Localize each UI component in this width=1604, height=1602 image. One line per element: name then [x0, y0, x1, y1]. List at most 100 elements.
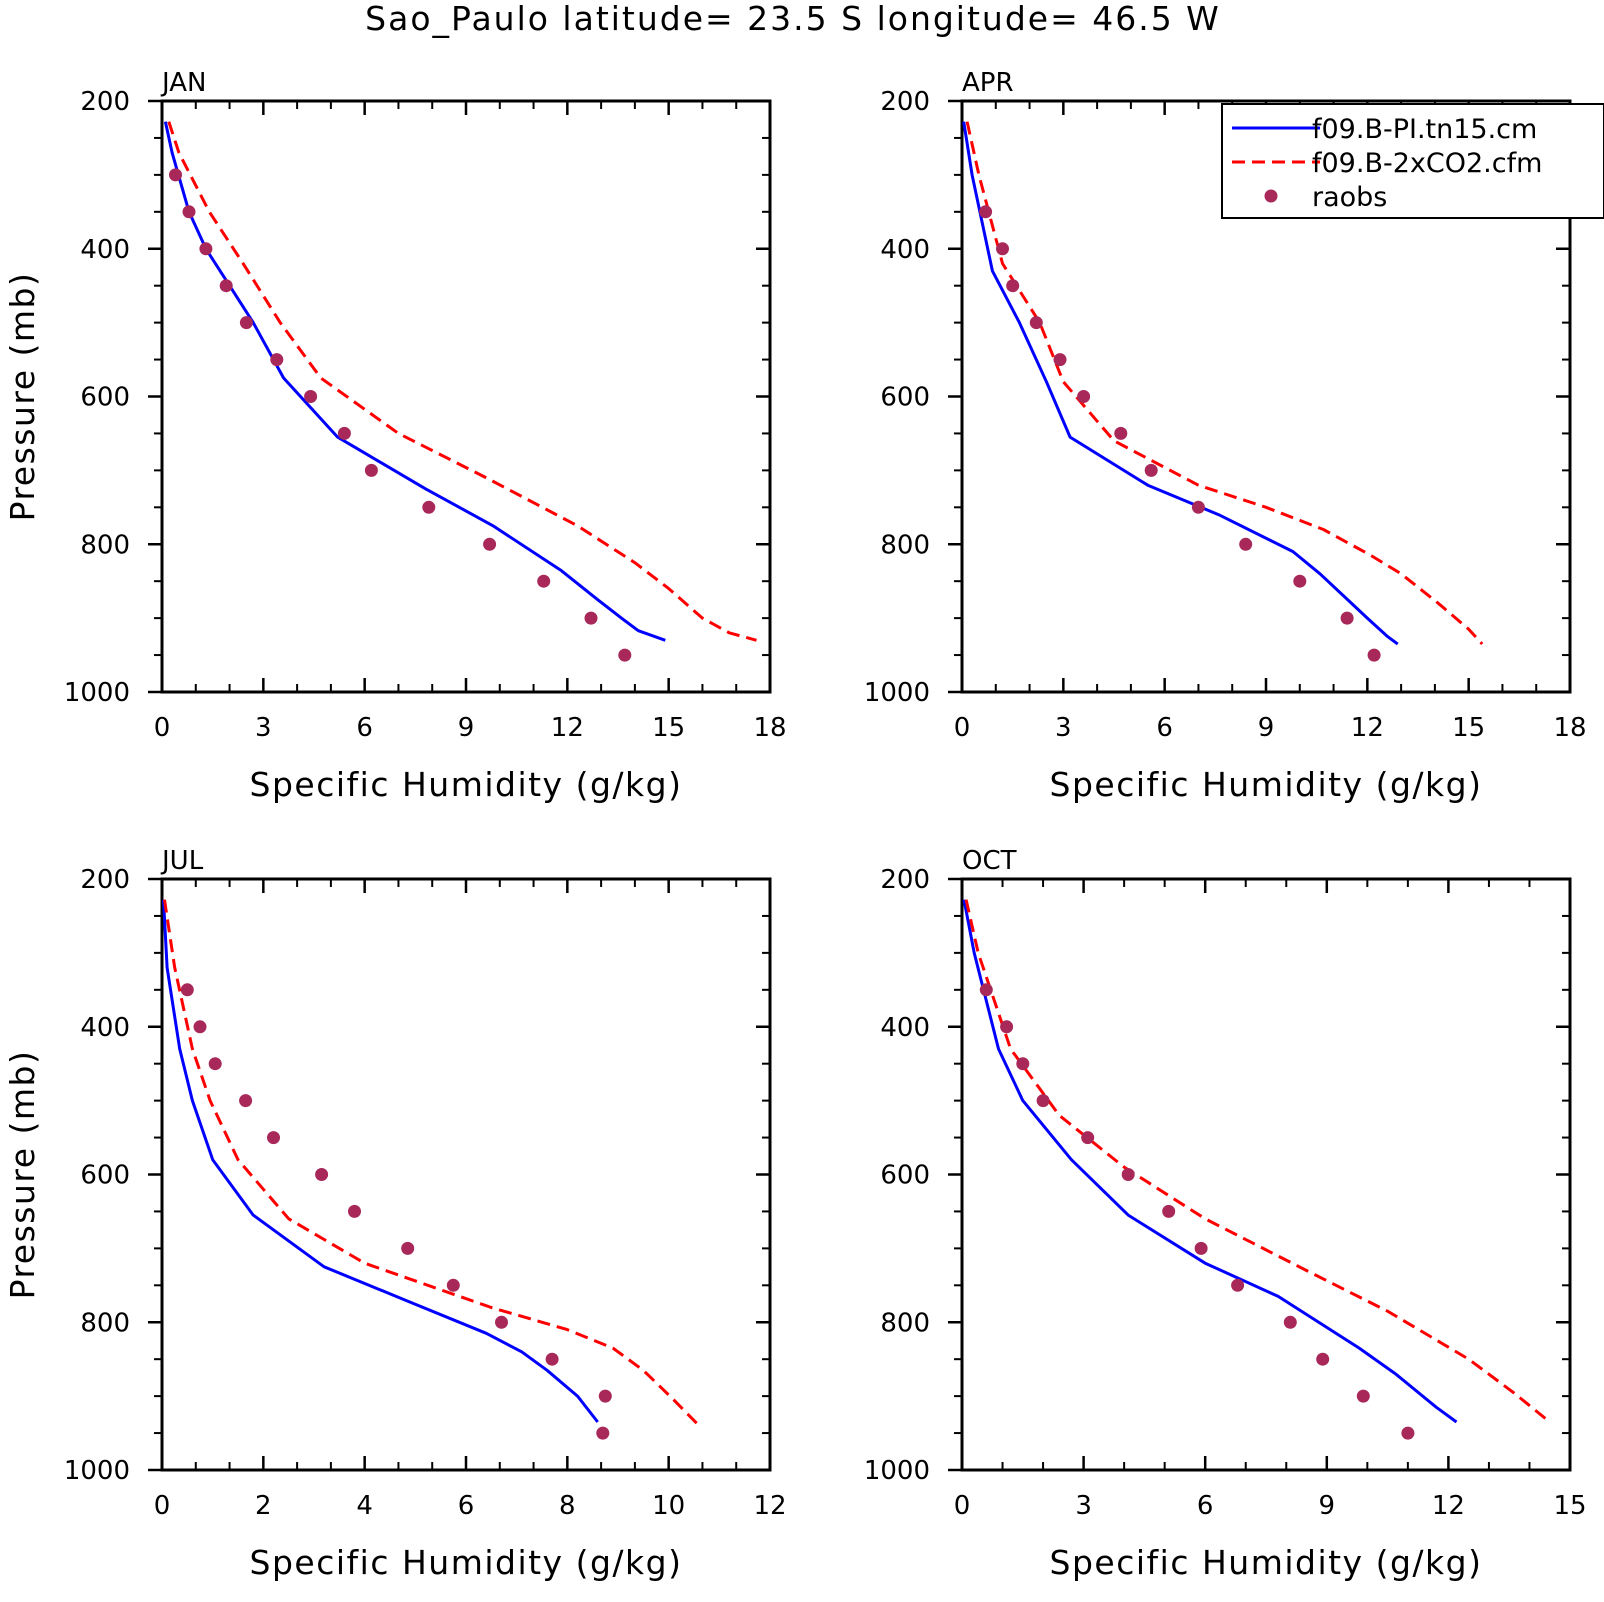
raobs-point: [1367, 648, 1381, 662]
chart-panel-apr: APR 0 3 6 9 12 15 18 200 400 600 800 1000 Specific Hu…: [864, 68, 1587, 804]
x-tick-label: 6: [458, 1491, 475, 1521]
x-axis-label: Specific Humidity (g/kg): [250, 765, 683, 804]
x-axis-label: Specific Humidity (g/kg): [1050, 1543, 1483, 1582]
x-tick-label: 12: [551, 713, 584, 743]
raobs-point: [1036, 1094, 1050, 1108]
x-tick-label: 3: [255, 713, 272, 743]
x-tick-label: 15: [1553, 1491, 1586, 1521]
raobs-point: [1231, 1278, 1245, 1292]
x-tick-label: 12: [1351, 713, 1384, 743]
x-tick-label: 8: [559, 1491, 576, 1521]
raobs-point: [483, 537, 497, 551]
raobs-point: [1144, 463, 1158, 477]
x-tick-label: 18: [1553, 713, 1586, 743]
raobs-point: [596, 1426, 610, 1440]
series-pi-line: [163, 121, 666, 642]
raobs-point: [1121, 1168, 1135, 1181]
plot-frame: [160, 877, 772, 1472]
raobs-point: [364, 463, 378, 477]
x-tick-label: 10: [652, 1491, 685, 1521]
raobs-point: [1191, 500, 1205, 514]
panel-label: OCT: [962, 846, 1017, 876]
raobs-point: [267, 1131, 280, 1145]
legend-label: f09.B-PI.tn15.cm: [1312, 114, 1537, 145]
raobs-point: [1316, 1352, 1330, 1366]
y-tick-label: 600: [80, 1161, 130, 1191]
raobs-point: [180, 983, 194, 997]
series-2xco2-line: [965, 121, 1484, 646]
x-tick-label: 2: [255, 1491, 272, 1521]
raobs-point: [1114, 426, 1128, 440]
raobs-point: [348, 1204, 361, 1218]
x-tick-label: 6: [1156, 713, 1173, 743]
y-tick-label: 400: [880, 1013, 930, 1043]
raobs-point: [446, 1278, 460, 1292]
x-tick-label: 4: [356, 1491, 373, 1521]
raobs-point: [422, 500, 436, 514]
legend-label: f09.B-2xCO2.cfm: [1312, 148, 1542, 179]
series-pi-line: [962, 899, 1458, 1424]
raobs-point: [1081, 1131, 1095, 1145]
x-tick-label: 15: [1452, 713, 1485, 743]
raobs-point: [1356, 1389, 1370, 1403]
y-tick-label: 800: [80, 530, 130, 560]
y-tick-label: 800: [80, 1308, 130, 1338]
raobs-point: [1340, 611, 1354, 625]
x-tick-label: 0: [954, 1491, 971, 1521]
panel-label: APR: [962, 68, 1014, 98]
raobs-point: [315, 1168, 329, 1181]
y-tick-label: 800: [880, 530, 930, 560]
y-tick-label: 400: [80, 235, 130, 265]
raobs-point: [219, 279, 233, 293]
x-tick-label: 9: [1319, 1491, 1336, 1521]
raobs-point: [1283, 1315, 1297, 1329]
y-tick-label: 1000: [864, 1456, 930, 1486]
y-tick-label: 200: [880, 865, 930, 895]
raobs-point: [199, 242, 213, 256]
raobs-point: [182, 205, 196, 219]
plot-frame: [960, 877, 1572, 1472]
x-tick-label: 18: [753, 713, 786, 743]
y-tick-label: 1000: [64, 1456, 130, 1486]
panel-label: JUL: [160, 846, 204, 876]
raobs-point: [1401, 1426, 1415, 1440]
raobs-point: [239, 1094, 253, 1108]
raobs-point: [1162, 1204, 1176, 1218]
raobs-point: [401, 1241, 415, 1255]
y-tick-label: 600: [880, 383, 930, 413]
raobs-point: [584, 611, 598, 625]
raobs-point: [169, 168, 182, 182]
raobs-point: [304, 390, 318, 403]
y-axis-label: Pressure (mb): [3, 272, 42, 522]
raobs-point: [337, 426, 351, 440]
x-tick-label: 9: [458, 713, 475, 743]
raobs-point: [495, 1315, 508, 1329]
y-tick-label: 400: [880, 235, 930, 265]
raobs-point: [979, 205, 993, 219]
x-tick-label: 6: [356, 713, 373, 743]
figure-title: Sao_Paulo latitude= 23.5 S longitude= 46…: [365, 0, 1221, 38]
y-axis-label: Pressure (mb): [3, 1050, 42, 1300]
y-tick-label: 200: [80, 865, 130, 895]
raobs-point: [545, 1352, 559, 1366]
raobs-point: [618, 648, 632, 662]
raobs-point: [979, 983, 993, 997]
y-tick-label: 1000: [864, 678, 930, 708]
legend-marker: [1264, 189, 1278, 203]
x-tick-label: 9: [1258, 713, 1275, 743]
raobs-point: [537, 574, 551, 588]
x-tick-label: 0: [954, 713, 971, 743]
plot-frame: [160, 99, 772, 694]
raobs-point: [1053, 353, 1067, 367]
y-tick-label: 200: [80, 87, 130, 117]
x-tick-label: 15: [652, 713, 685, 743]
x-tick-label: 12: [1432, 1491, 1465, 1521]
raobs-point: [1194, 1241, 1208, 1255]
raobs-point: [1016, 1057, 1030, 1071]
x-tick-label: 0: [154, 713, 171, 743]
x-tick-label: 0: [154, 1491, 171, 1521]
legend-label: raobs: [1312, 182, 1387, 213]
raobs-point: [239, 316, 253, 330]
